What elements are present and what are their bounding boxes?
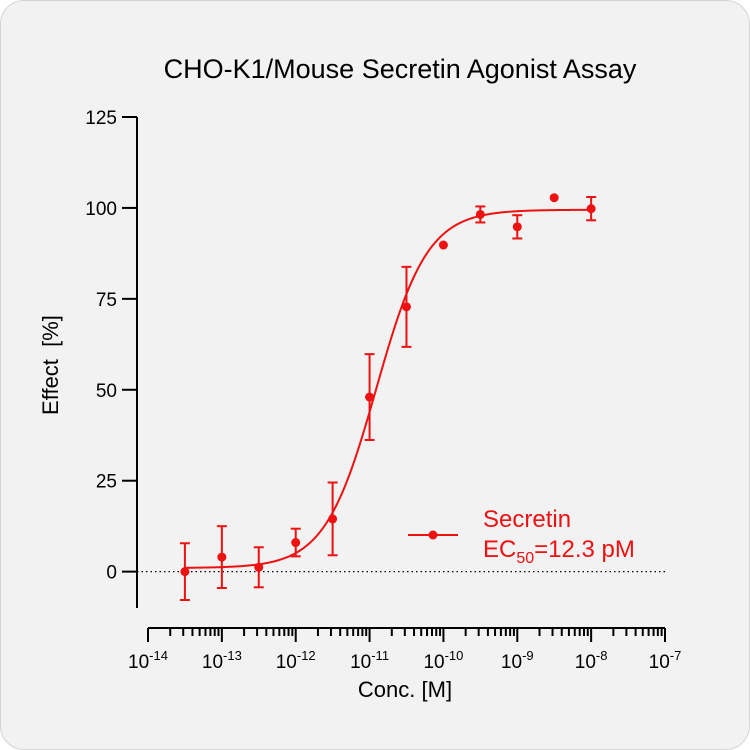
x-tick-label: 10-13 bbox=[202, 648, 242, 673]
data-point bbox=[291, 538, 301, 548]
fit-curve-line bbox=[184, 208, 592, 569]
x-tick-label: 10-7 bbox=[649, 648, 682, 673]
y-tick-label: 25 bbox=[96, 472, 117, 493]
legend-ec50: EC50=12.3 pM bbox=[483, 536, 635, 567]
y-tick-label: 0 bbox=[106, 563, 117, 584]
x-axis-label: Conc. [M] bbox=[358, 677, 452, 702]
x-tick-label: 10-10 bbox=[423, 648, 463, 673]
legend-marker bbox=[428, 530, 438, 540]
data-point bbox=[438, 240, 448, 250]
data-point bbox=[254, 562, 264, 572]
data-point bbox=[549, 193, 559, 203]
data-point bbox=[475, 209, 485, 219]
y-tick-label: 100 bbox=[85, 199, 117, 220]
fit-curve bbox=[184, 208, 592, 569]
y-tick-label: 75 bbox=[96, 290, 117, 311]
y-tick-label: 50 bbox=[96, 381, 117, 402]
x-tick-label: 10-11 bbox=[350, 648, 389, 673]
data-point bbox=[328, 514, 338, 524]
chart-title: CHO-K1/Mouse Secretin Agonist Assay bbox=[164, 54, 637, 84]
y-axis: 0 25 50 75 100 125 bbox=[85, 108, 138, 608]
x-tick-label: 10-9 bbox=[501, 648, 534, 673]
data-point bbox=[401, 302, 411, 312]
data-point bbox=[180, 567, 190, 577]
legend: Secretin EC50=12.3 pM bbox=[408, 506, 635, 567]
x-tick-label: 10-12 bbox=[276, 648, 316, 673]
data-point bbox=[512, 222, 522, 232]
y-axis-label: Effect [%] bbox=[38, 315, 63, 415]
data-point bbox=[586, 204, 596, 214]
legend-series-name: Secretin bbox=[483, 506, 571, 533]
x-axis: 10-14 10-13 10-12 10-11 10-10 10-9 10-8 10-7 bbox=[128, 627, 682, 673]
data-points bbox=[179, 193, 597, 601]
x-tick-label: 10-14 bbox=[128, 648, 168, 673]
x-tick-label: 10-8 bbox=[575, 648, 608, 673]
y-tick-label: 125 bbox=[85, 108, 117, 129]
data-point bbox=[217, 552, 227, 562]
data-point bbox=[365, 392, 375, 402]
